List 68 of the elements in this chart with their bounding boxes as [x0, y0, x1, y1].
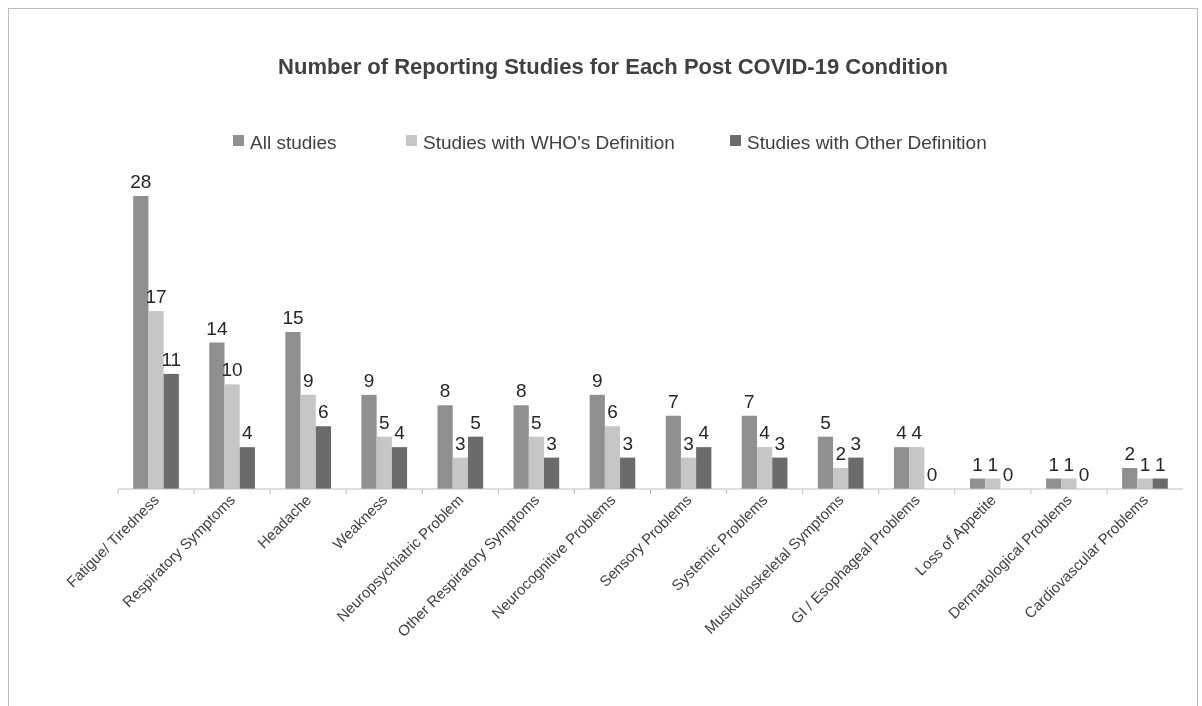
bar — [741, 415, 757, 489]
bar — [285, 332, 301, 489]
data-label: 6 — [318, 401, 329, 423]
data-label: 4 — [911, 422, 923, 444]
bar — [772, 457, 788, 489]
data-label: 8 — [439, 380, 451, 402]
data-label: 4 — [759, 422, 771, 444]
data-label: 0 — [1078, 464, 1090, 485]
bar — [361, 394, 377, 489]
data-label: 11 — [161, 348, 182, 370]
data-label: 5 — [820, 411, 831, 433]
bar — [665, 415, 681, 489]
bar — [1122, 468, 1138, 489]
data-label: 0 — [1002, 464, 1014, 485]
data-label: 9 — [302, 369, 314, 391]
data-label: 3 — [850, 432, 862, 454]
data-label: 17 — [145, 286, 167, 308]
data-label: 3 — [455, 432, 466, 454]
data-label: 4 — [896, 422, 908, 444]
bar — [239, 447, 255, 489]
bar — [817, 436, 834, 489]
data-label: 7 — [668, 390, 679, 412]
data-label: 8 — [515, 380, 527, 402]
bar — [315, 426, 331, 489]
data-label: 4 — [698, 422, 710, 444]
bar — [848, 457, 864, 489]
bar — [209, 342, 225, 489]
legend-label: Studies with WHO's Definition — [423, 132, 675, 153]
data-label: 14 — [206, 317, 228, 339]
data-label: 7 — [744, 390, 755, 412]
data-label: 9 — [591, 369, 603, 391]
data-label: 1 — [1048, 453, 1059, 475]
bar — [391, 447, 408, 489]
data-label: 3 — [683, 432, 694, 454]
data-label: 1 — [1154, 453, 1166, 475]
data-label: 9 — [363, 369, 375, 391]
legend-label: All studies — [250, 132, 337, 153]
data-label: 5 — [378, 411, 390, 433]
bar — [589, 394, 605, 489]
data-label: 3 — [774, 432, 786, 454]
bar — [544, 457, 560, 489]
data-label: 2 — [1124, 443, 1136, 465]
data-label: 1 — [972, 453, 983, 475]
data-label: 15 — [282, 307, 304, 329]
bar — [163, 373, 179, 489]
data-label: 3 — [546, 432, 557, 454]
data-label: 5 — [470, 411, 481, 433]
data-label: 6 — [607, 401, 618, 423]
data-label: 4 — [394, 422, 406, 444]
bar — [467, 436, 484, 489]
chart-title: Number of Reporting Studies for Each Post COVID-19 Condition — [278, 54, 948, 79]
bar — [696, 447, 712, 489]
data-label: 1 — [987, 453, 999, 475]
bar — [437, 405, 453, 489]
bar — [620, 457, 636, 489]
data-label: 3 — [622, 432, 633, 454]
legend-label: Studies with Other Definition — [747, 132, 987, 153]
data-label: 2 — [835, 443, 846, 465]
data-label: 5 — [531, 411, 542, 433]
data-label: 1 — [1063, 453, 1075, 475]
data-label: 0 — [926, 464, 938, 485]
data-label: 4 — [242, 422, 254, 444]
data-label: 28 — [130, 171, 152, 192]
bar — [513, 405, 529, 489]
bar — [893, 447, 910, 489]
data-label: 10 — [221, 359, 243, 381]
data-label: 1 — [1139, 453, 1151, 475]
bar — [133, 196, 149, 489]
